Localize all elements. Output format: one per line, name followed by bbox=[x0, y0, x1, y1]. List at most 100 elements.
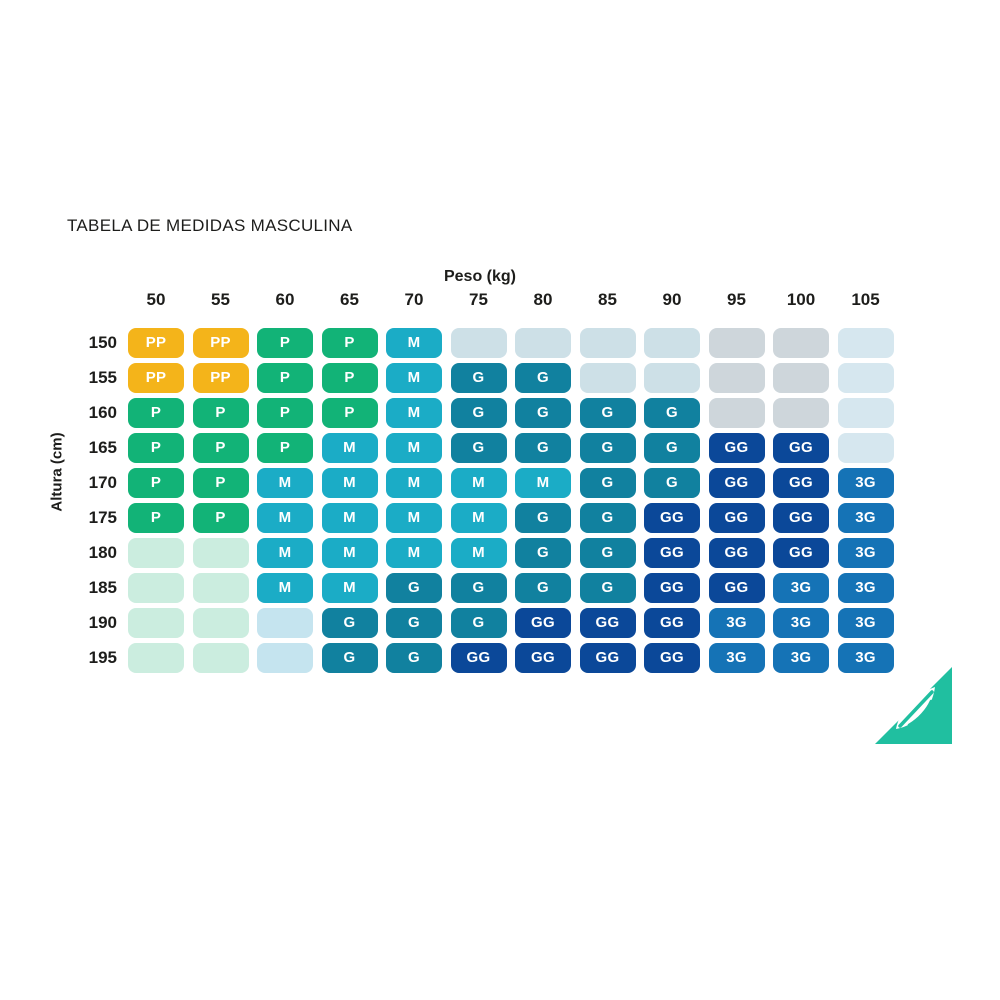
size-cell-3g: 3G bbox=[837, 538, 894, 568]
size-cell-gg: GG bbox=[708, 538, 765, 568]
empty-cell bbox=[837, 363, 894, 393]
column-header-70: 70 bbox=[404, 290, 424, 309]
size-cell-gg: GG bbox=[515, 643, 571, 673]
size-cell-g: G bbox=[515, 573, 571, 603]
size-cell-m: M bbox=[450, 503, 507, 533]
empty-cell bbox=[837, 328, 894, 358]
column-header-80: 80 bbox=[533, 290, 553, 309]
size-cell-g: G bbox=[579, 468, 636, 498]
size-cell-p: P bbox=[257, 398, 313, 428]
size-cell-m: M bbox=[257, 573, 313, 603]
empty-cell bbox=[837, 398, 894, 428]
size-cell-g: G bbox=[579, 433, 636, 463]
size-cell-m: M bbox=[386, 433, 442, 463]
empty-cell bbox=[644, 363, 700, 393]
size-grid: PP PP P P M PP PP P P M G G P P P P M G G G G P P P M M G G G G GG GG P P… bbox=[128, 328, 894, 673]
size-cell-gg: GG bbox=[773, 503, 829, 533]
row-header-150: 150 bbox=[88, 333, 117, 352]
size-cell-gg: GG bbox=[708, 573, 765, 603]
height-row-labels: 150 155 160 165 170 175 180 185 190 195 bbox=[58, 328, 117, 678]
size-cell-p: P bbox=[128, 503, 184, 533]
row-header-185: 185 bbox=[88, 578, 117, 597]
size-cell-3g: 3G bbox=[837, 643, 894, 673]
empty-cell bbox=[450, 328, 507, 358]
size-cell-3g: 3G bbox=[837, 503, 894, 533]
empty-cell bbox=[257, 643, 313, 673]
logo-feather-vein bbox=[907, 699, 933, 727]
column-header-50: 50 bbox=[146, 290, 166, 309]
size-cell-m: M bbox=[386, 398, 442, 428]
empty-cell bbox=[708, 363, 765, 393]
size-cell-gg: GG bbox=[579, 608, 636, 638]
column-header-100: 100 bbox=[786, 290, 816, 309]
size-cell-p: P bbox=[192, 503, 249, 533]
column-header-75: 75 bbox=[469, 290, 488, 309]
size-cell-g: G bbox=[579, 398, 636, 428]
size-cell-p: P bbox=[257, 433, 313, 463]
size-cell-g: G bbox=[450, 608, 507, 638]
empty-cell bbox=[773, 328, 829, 358]
empty-cell bbox=[773, 398, 829, 428]
size-cell-m: M bbox=[257, 468, 313, 498]
size-cell-g: G bbox=[644, 398, 700, 428]
empty-cell bbox=[192, 608, 249, 638]
size-cell-m: M bbox=[450, 468, 507, 498]
empty-cell bbox=[579, 363, 636, 393]
size-cell-g: G bbox=[450, 363, 507, 393]
size-cell-m: M bbox=[257, 538, 313, 568]
size-cell-m: M bbox=[321, 503, 378, 533]
size-cell-m: M bbox=[321, 433, 378, 463]
size-cell-g: G bbox=[450, 433, 507, 463]
size-cell-pp: PP bbox=[192, 363, 249, 393]
size-cell-g: G bbox=[450, 398, 507, 428]
empty-cell bbox=[579, 328, 636, 358]
size-cell-g: G bbox=[579, 538, 636, 568]
size-cell-m: M bbox=[386, 503, 442, 533]
size-cell-3g: 3G bbox=[837, 608, 894, 638]
size-cell-p: P bbox=[257, 363, 313, 393]
size-cell-g: G bbox=[321, 608, 378, 638]
size-cell-g: G bbox=[579, 503, 636, 533]
row-header-160: 160 bbox=[88, 403, 117, 422]
size-cell-p: P bbox=[128, 433, 184, 463]
x-axis-title: Peso (kg) bbox=[443, 268, 516, 285]
empty-cell bbox=[192, 643, 249, 673]
size-cell-pp: PP bbox=[128, 363, 184, 393]
size-cell-m: M bbox=[450, 538, 507, 568]
empty-cell bbox=[192, 538, 249, 568]
size-cell-g: G bbox=[515, 398, 571, 428]
column-header-85: 85 bbox=[598, 290, 617, 309]
column-header-105: 105 bbox=[851, 290, 880, 309]
size-cell-m: M bbox=[386, 363, 442, 393]
size-cell-gg: GG bbox=[644, 503, 700, 533]
size-cell-pp: PP bbox=[192, 328, 249, 358]
empty-cell bbox=[837, 433, 894, 463]
size-cell-p: P bbox=[128, 468, 184, 498]
size-cell-gg: GG bbox=[708, 468, 765, 498]
size-cell-g: G bbox=[579, 573, 636, 603]
size-cell-gg: GG bbox=[773, 538, 829, 568]
size-cell-p: P bbox=[192, 398, 249, 428]
size-cell-gg: GG bbox=[708, 503, 765, 533]
empty-cell bbox=[192, 573, 249, 603]
size-cell-g: G bbox=[515, 503, 571, 533]
brand-triangle-feather-logo bbox=[875, 667, 952, 744]
size-cell-3g: 3G bbox=[708, 608, 765, 638]
size-cell-m: M bbox=[321, 468, 378, 498]
size-cell-p: P bbox=[192, 433, 249, 463]
size-cell-gg: GG bbox=[773, 433, 829, 463]
row-header-195: 195 bbox=[88, 648, 117, 667]
size-cell-gg: GG bbox=[515, 608, 571, 638]
empty-cell bbox=[128, 573, 184, 603]
size-cell-p: P bbox=[321, 398, 378, 428]
size-cell-p: P bbox=[128, 398, 184, 428]
size-cell-m: M bbox=[257, 503, 313, 533]
weight-column-headers: 50 55 60 65 70 75 80 85 90 95 100 105 bbox=[128, 290, 894, 310]
size-cell-m: M bbox=[386, 468, 442, 498]
size-cell-m: M bbox=[386, 538, 442, 568]
size-cell-gg: GG bbox=[450, 643, 507, 673]
empty-cell bbox=[128, 538, 184, 568]
row-header-175: 175 bbox=[88, 508, 117, 527]
size-cell-p: P bbox=[192, 468, 249, 498]
